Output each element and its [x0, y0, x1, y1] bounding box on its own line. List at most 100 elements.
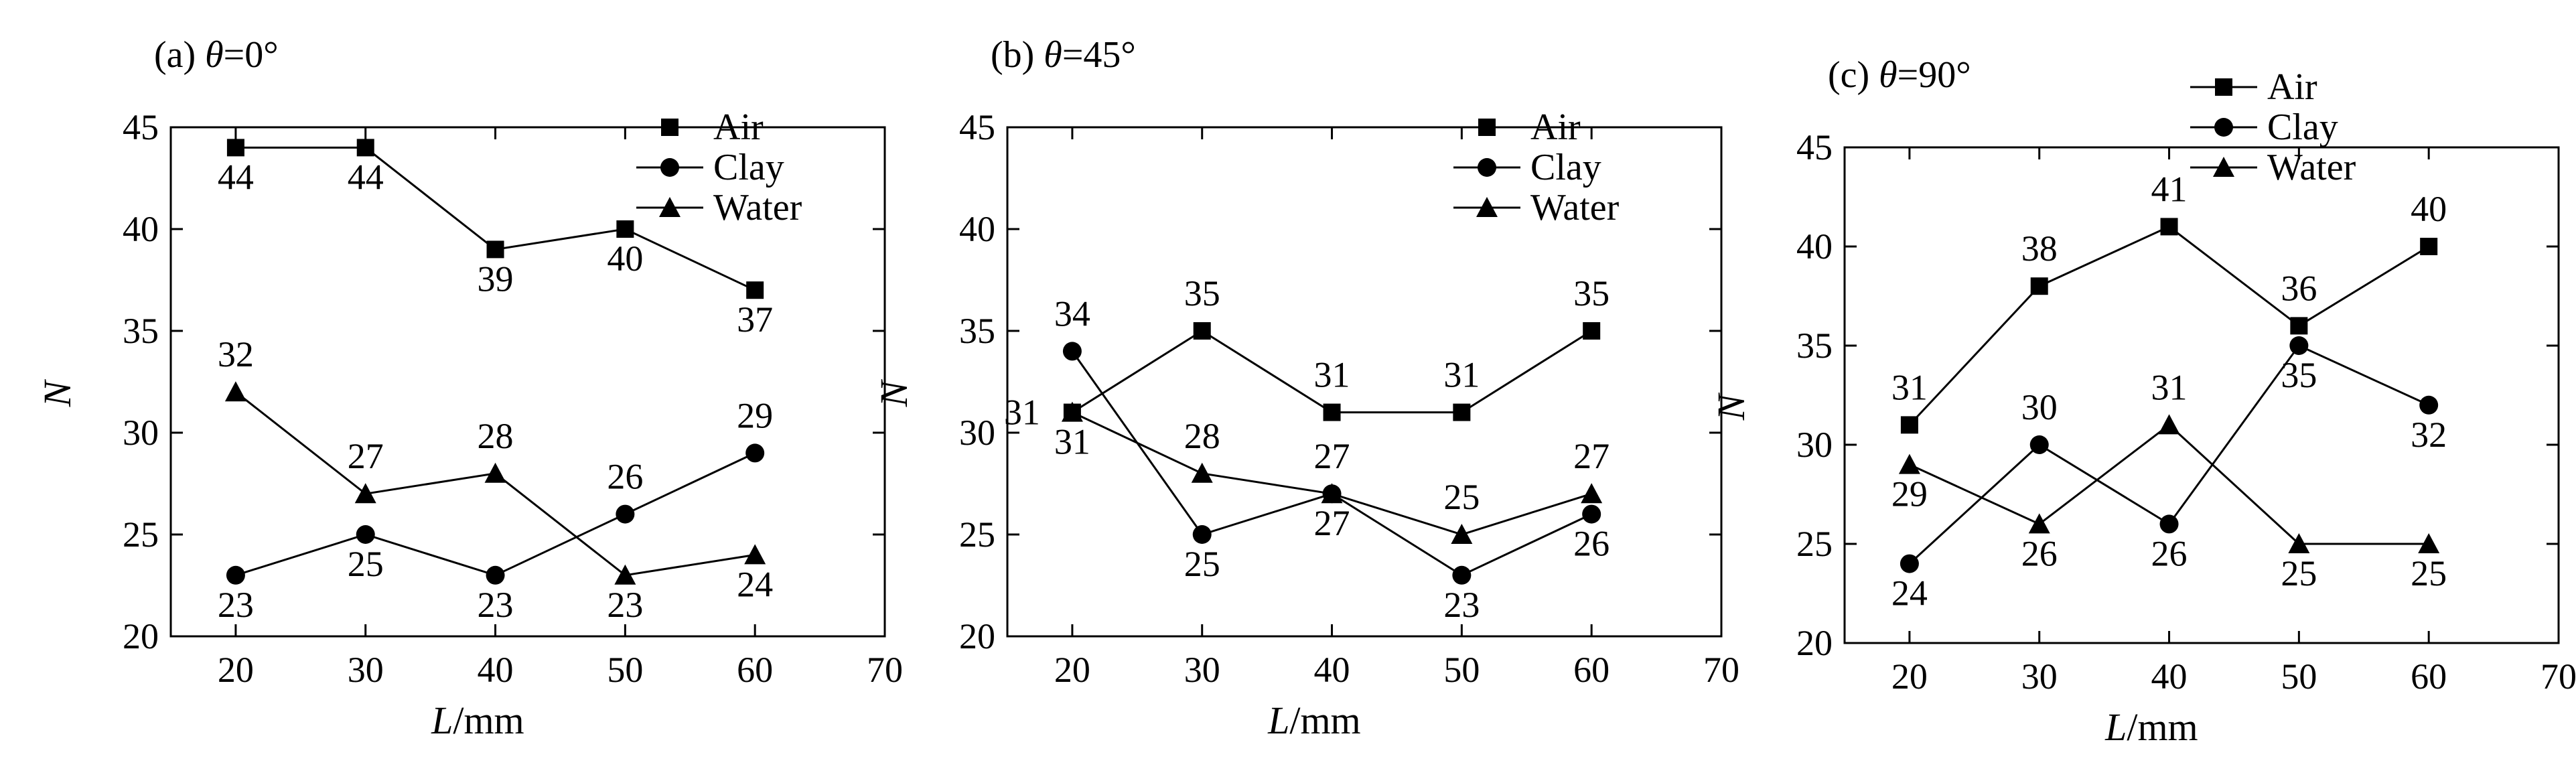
- y-axis-label: N: [1709, 392, 1753, 421]
- x-tick-label: 30: [2021, 656, 2058, 697]
- data-label-clay: 23: [218, 585, 254, 625]
- data-label-clay: 32: [2411, 415, 2447, 455]
- y-tick-label: 30: [959, 413, 995, 453]
- data-label-water: 25: [2281, 553, 2317, 593]
- panel-title: (c) θ=90°: [1828, 54, 1971, 96]
- series-air: 31 38 41 36 40: [1891, 169, 2447, 434]
- y-tick-label: 40: [959, 209, 995, 249]
- data-point-water: [224, 381, 246, 402]
- data-point-air: [1900, 416, 1918, 434]
- plot-frame: [1006, 126, 1723, 638]
- series-water: 29 26 31 25 25: [1891, 367, 2447, 593]
- data-point-clay: [226, 565, 245, 585]
- y-tick-label: 25: [1796, 524, 1833, 564]
- data-label-air: 35: [1573, 273, 1609, 313]
- y-axis-label: N: [872, 378, 916, 407]
- data-point-water: [1061, 401, 1083, 422]
- y-tick-label: 25: [123, 514, 159, 555]
- legend-label-water: Water: [2267, 147, 2356, 188]
- y-tick-label: 30: [1796, 425, 1833, 465]
- legend-label-air: Air: [1530, 106, 1581, 148]
- series-clay: 24 30 26 35 32: [1891, 336, 2447, 614]
- data-point-clay: [616, 504, 635, 524]
- data-point-clay: [1900, 554, 1919, 573]
- x-tick-label: 30: [1184, 650, 1220, 690]
- data-label-clay: 26: [2151, 533, 2188, 573]
- x-tick-label: 50: [607, 650, 643, 690]
- x-tick-label: 50: [2281, 656, 2317, 697]
- y-tick-label: 35: [123, 311, 159, 351]
- data-point-air: [486, 240, 504, 259]
- series-clay: 34 25 27 23 26: [1054, 293, 1609, 624]
- series-water: 32 27 28 23 24: [218, 334, 773, 625]
- x-tick-label: 60: [1573, 650, 1609, 690]
- legend-label-clay: Clay: [1530, 147, 1601, 188]
- x-tick-label: 20: [1891, 656, 1928, 697]
- y-tick-label: 40: [1796, 226, 1833, 267]
- legend-label-water: Water: [713, 187, 802, 228]
- series-clay: 23 25 23 26 29: [218, 395, 773, 624]
- data-label-water: 32: [218, 334, 254, 374]
- data-point-water: [2158, 414, 2180, 435]
- series-water: 31 28 27 25 27: [1054, 401, 1609, 544]
- x-axis-label: L/mm: [431, 699, 524, 742]
- y-tick-label: 45: [959, 107, 995, 147]
- data-point-air: [356, 139, 374, 157]
- data-label-water: 31: [2151, 367, 2188, 407]
- data-point-water: [1321, 483, 1343, 504]
- data-point-air: [2290, 317, 2308, 335]
- x-axis-label: L/mm: [1267, 699, 1361, 742]
- data-label-water: 27: [1573, 436, 1609, 476]
- y-tick-label: 35: [959, 311, 995, 351]
- x-tick-label: 40: [1314, 650, 1350, 690]
- data-point-air: [1323, 403, 1341, 421]
- series-air: 44 44 39 40 37: [218, 139, 773, 340]
- data-label-air: 31: [1004, 393, 1040, 433]
- data-point-air: [2030, 277, 2048, 295]
- data-label-air: 36: [2281, 268, 2317, 308]
- x-tick-label: 40: [2151, 656, 2188, 697]
- data-label-clay: 25: [1184, 544, 1220, 584]
- data-point-clay: [1452, 565, 1472, 585]
- data-point-air: [1453, 403, 1471, 421]
- data-point-water: [744, 544, 766, 565]
- legend-marker-air: [1478, 119, 1496, 136]
- data-point-water: [2288, 533, 2310, 553]
- data-label-air: 37: [737, 299, 773, 340]
- data-label-air: 41: [2151, 169, 2188, 209]
- data-label-water: 23: [607, 585, 643, 625]
- legend-marker-clay: [1478, 158, 1496, 177]
- x-tick-label: 20: [218, 650, 254, 690]
- data-label-clay: 23: [478, 585, 514, 625]
- legend-marker-clay: [660, 158, 679, 177]
- legend-label-clay: Clay: [713, 147, 784, 188]
- data-label-water: 25: [1443, 477, 1480, 517]
- y-axis-label: N: [35, 378, 79, 407]
- data-label-water: 27: [348, 436, 384, 476]
- data-point-water: [1581, 483, 1603, 504]
- data-point-clay: [2289, 336, 2309, 355]
- y-tick-label: 40: [123, 209, 159, 249]
- data-point-air: [1193, 322, 1211, 340]
- data-label-air: 44: [218, 157, 254, 197]
- plot-frame: [169, 126, 886, 638]
- data-point-clay: [2419, 395, 2439, 415]
- x-tick-label: 20: [1054, 650, 1090, 690]
- data-point-water: [614, 564, 636, 585]
- data-point-air: [616, 220, 634, 238]
- panel-title: (b) θ=45°: [991, 34, 1136, 76]
- data-label-clay: 24: [1891, 573, 1928, 614]
- x-tick-label: 60: [737, 650, 773, 690]
- plot-frame: [1843, 146, 2560, 644]
- data-label-air: 38: [2021, 228, 2058, 269]
- legend-marker-water: [1476, 197, 1498, 217]
- x-tick-label: 70: [2541, 656, 2576, 697]
- data-label-clay: 26: [1573, 524, 1609, 564]
- data-point-clay: [2159, 514, 2179, 534]
- legend-label-air: Air: [2267, 66, 2317, 108]
- data-point-clay: [745, 443, 765, 463]
